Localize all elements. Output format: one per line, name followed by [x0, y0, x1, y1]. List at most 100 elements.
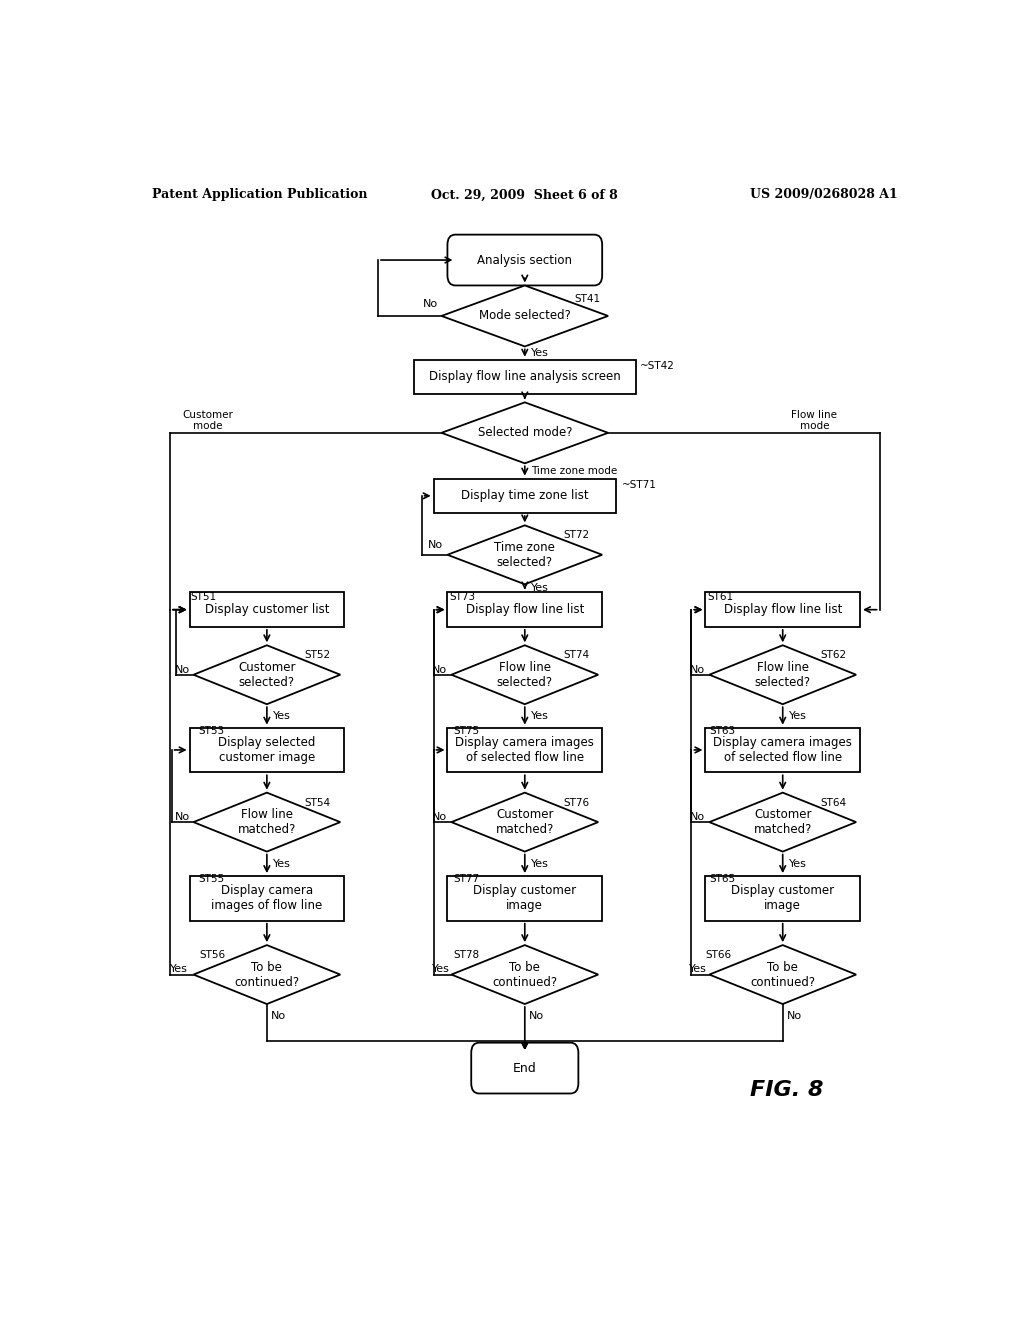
- FancyBboxPatch shape: [471, 1043, 579, 1093]
- Bar: [189, 727, 344, 772]
- Text: ST55: ST55: [199, 874, 224, 884]
- Text: ST74: ST74: [563, 651, 589, 660]
- Text: Display customer
image: Display customer image: [473, 884, 577, 912]
- Text: Yes: Yes: [170, 965, 187, 974]
- Text: ST78: ST78: [454, 950, 479, 960]
- Text: ST73: ST73: [450, 593, 475, 602]
- Text: No: No: [528, 1011, 544, 1022]
- Text: No: No: [432, 665, 447, 675]
- Text: Flow line
selected?: Flow line selected?: [755, 661, 811, 689]
- Bar: [414, 359, 636, 395]
- Text: Flow line
selected?: Flow line selected?: [497, 661, 553, 689]
- Text: Customer
matched?: Customer matched?: [496, 808, 554, 836]
- Text: ST64: ST64: [820, 797, 846, 808]
- Text: ST52: ST52: [304, 651, 331, 660]
- Text: Display camera images
of selected flow line: Display camera images of selected flow l…: [714, 737, 852, 764]
- Bar: [447, 727, 602, 772]
- Polygon shape: [710, 945, 856, 1005]
- Text: Yes: Yes: [790, 711, 807, 721]
- Text: Customer
matched?: Customer matched?: [754, 808, 812, 836]
- Text: Yes: Yes: [790, 859, 807, 869]
- Text: ST72: ST72: [563, 531, 589, 540]
- Polygon shape: [194, 792, 340, 851]
- Text: ~ST42: ~ST42: [640, 360, 675, 371]
- Text: ST75: ST75: [454, 726, 479, 735]
- Text: Yes: Yes: [273, 859, 291, 869]
- Text: Display flow line list: Display flow line list: [466, 603, 584, 616]
- Text: Display time zone list: Display time zone list: [461, 490, 589, 503]
- Text: No: No: [428, 540, 443, 549]
- Polygon shape: [452, 792, 598, 851]
- Polygon shape: [194, 645, 340, 704]
- Text: Display selected
customer image: Display selected customer image: [218, 737, 315, 764]
- Text: Time zone mode: Time zone mode: [531, 466, 617, 477]
- Text: Mode selected?: Mode selected?: [479, 309, 570, 322]
- Polygon shape: [710, 645, 856, 704]
- Text: Yes: Yes: [273, 711, 291, 721]
- Text: Flow line
mode: Flow line mode: [792, 409, 838, 432]
- Text: Yes: Yes: [531, 711, 549, 721]
- Text: Selected mode?: Selected mode?: [477, 426, 572, 440]
- Text: ST53: ST53: [199, 726, 224, 735]
- Bar: [706, 876, 860, 921]
- Text: ST62: ST62: [820, 651, 846, 660]
- Text: Analysis section: Analysis section: [477, 253, 572, 267]
- Text: Patent Application Publication: Patent Application Publication: [152, 189, 368, 202]
- Text: ST54: ST54: [304, 797, 331, 808]
- Bar: [433, 479, 616, 513]
- Text: Yes: Yes: [531, 348, 549, 358]
- Text: ST77: ST77: [454, 874, 479, 884]
- Bar: [706, 593, 860, 627]
- Bar: [189, 876, 344, 921]
- Text: No: No: [422, 298, 437, 309]
- Text: ST66: ST66: [706, 950, 732, 960]
- Bar: [706, 727, 860, 772]
- Bar: [189, 593, 344, 627]
- Text: To be
continued?: To be continued?: [234, 961, 299, 989]
- Text: Yes: Yes: [531, 859, 549, 869]
- Text: Display flow line analysis screen: Display flow line analysis screen: [429, 371, 621, 383]
- Text: FIG. 8: FIG. 8: [750, 1081, 823, 1101]
- Text: To be
continued?: To be continued?: [493, 961, 557, 989]
- Text: Yes: Yes: [531, 583, 549, 593]
- Text: ST41: ST41: [574, 293, 600, 304]
- Text: ST76: ST76: [563, 797, 589, 808]
- Text: End: End: [513, 1061, 537, 1074]
- Text: No: No: [174, 665, 189, 675]
- Polygon shape: [441, 285, 608, 346]
- Polygon shape: [441, 403, 608, 463]
- Polygon shape: [194, 945, 340, 1005]
- Bar: [447, 593, 602, 627]
- Text: No: No: [270, 1011, 286, 1022]
- Text: Display camera images
of selected flow line: Display camera images of selected flow l…: [456, 737, 594, 764]
- Polygon shape: [452, 645, 598, 704]
- Text: US 2009/0268028 A1: US 2009/0268028 A1: [750, 189, 898, 202]
- Text: To be
continued?: To be continued?: [751, 961, 815, 989]
- Text: Customer
selected?: Customer selected?: [239, 661, 296, 689]
- Text: Oct. 29, 2009  Sheet 6 of 8: Oct. 29, 2009 Sheet 6 of 8: [431, 189, 618, 202]
- Text: Yes: Yes: [689, 965, 708, 974]
- Text: Yes: Yes: [431, 965, 450, 974]
- Polygon shape: [447, 525, 602, 585]
- Text: ~ST71: ~ST71: [622, 479, 656, 490]
- Text: Display customer list: Display customer list: [205, 603, 329, 616]
- Text: Time zone
selected?: Time zone selected?: [495, 541, 555, 569]
- Text: ST51: ST51: [189, 593, 216, 602]
- Text: No: No: [786, 1011, 802, 1022]
- Text: No: No: [432, 812, 447, 822]
- Text: Display customer
image: Display customer image: [731, 884, 835, 912]
- Text: ST63: ST63: [710, 726, 736, 735]
- Text: Customer
mode: Customer mode: [182, 409, 232, 432]
- Text: Display flow line list: Display flow line list: [724, 603, 842, 616]
- Text: Display camera
images of flow line: Display camera images of flow line: [211, 884, 323, 912]
- Text: ST65: ST65: [710, 874, 736, 884]
- Text: No: No: [174, 812, 189, 822]
- Text: Flow line
matched?: Flow line matched?: [238, 808, 296, 836]
- Bar: [447, 876, 602, 921]
- Polygon shape: [452, 945, 598, 1005]
- Text: ST56: ST56: [200, 950, 225, 960]
- Text: No: No: [690, 665, 706, 675]
- Text: No: No: [690, 812, 706, 822]
- FancyBboxPatch shape: [447, 235, 602, 285]
- Polygon shape: [710, 792, 856, 851]
